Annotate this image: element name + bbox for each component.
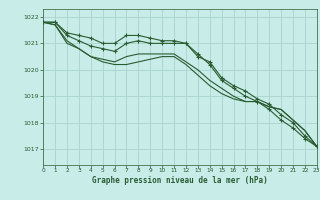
X-axis label: Graphe pression niveau de la mer (hPa): Graphe pression niveau de la mer (hPa) — [92, 176, 268, 185]
